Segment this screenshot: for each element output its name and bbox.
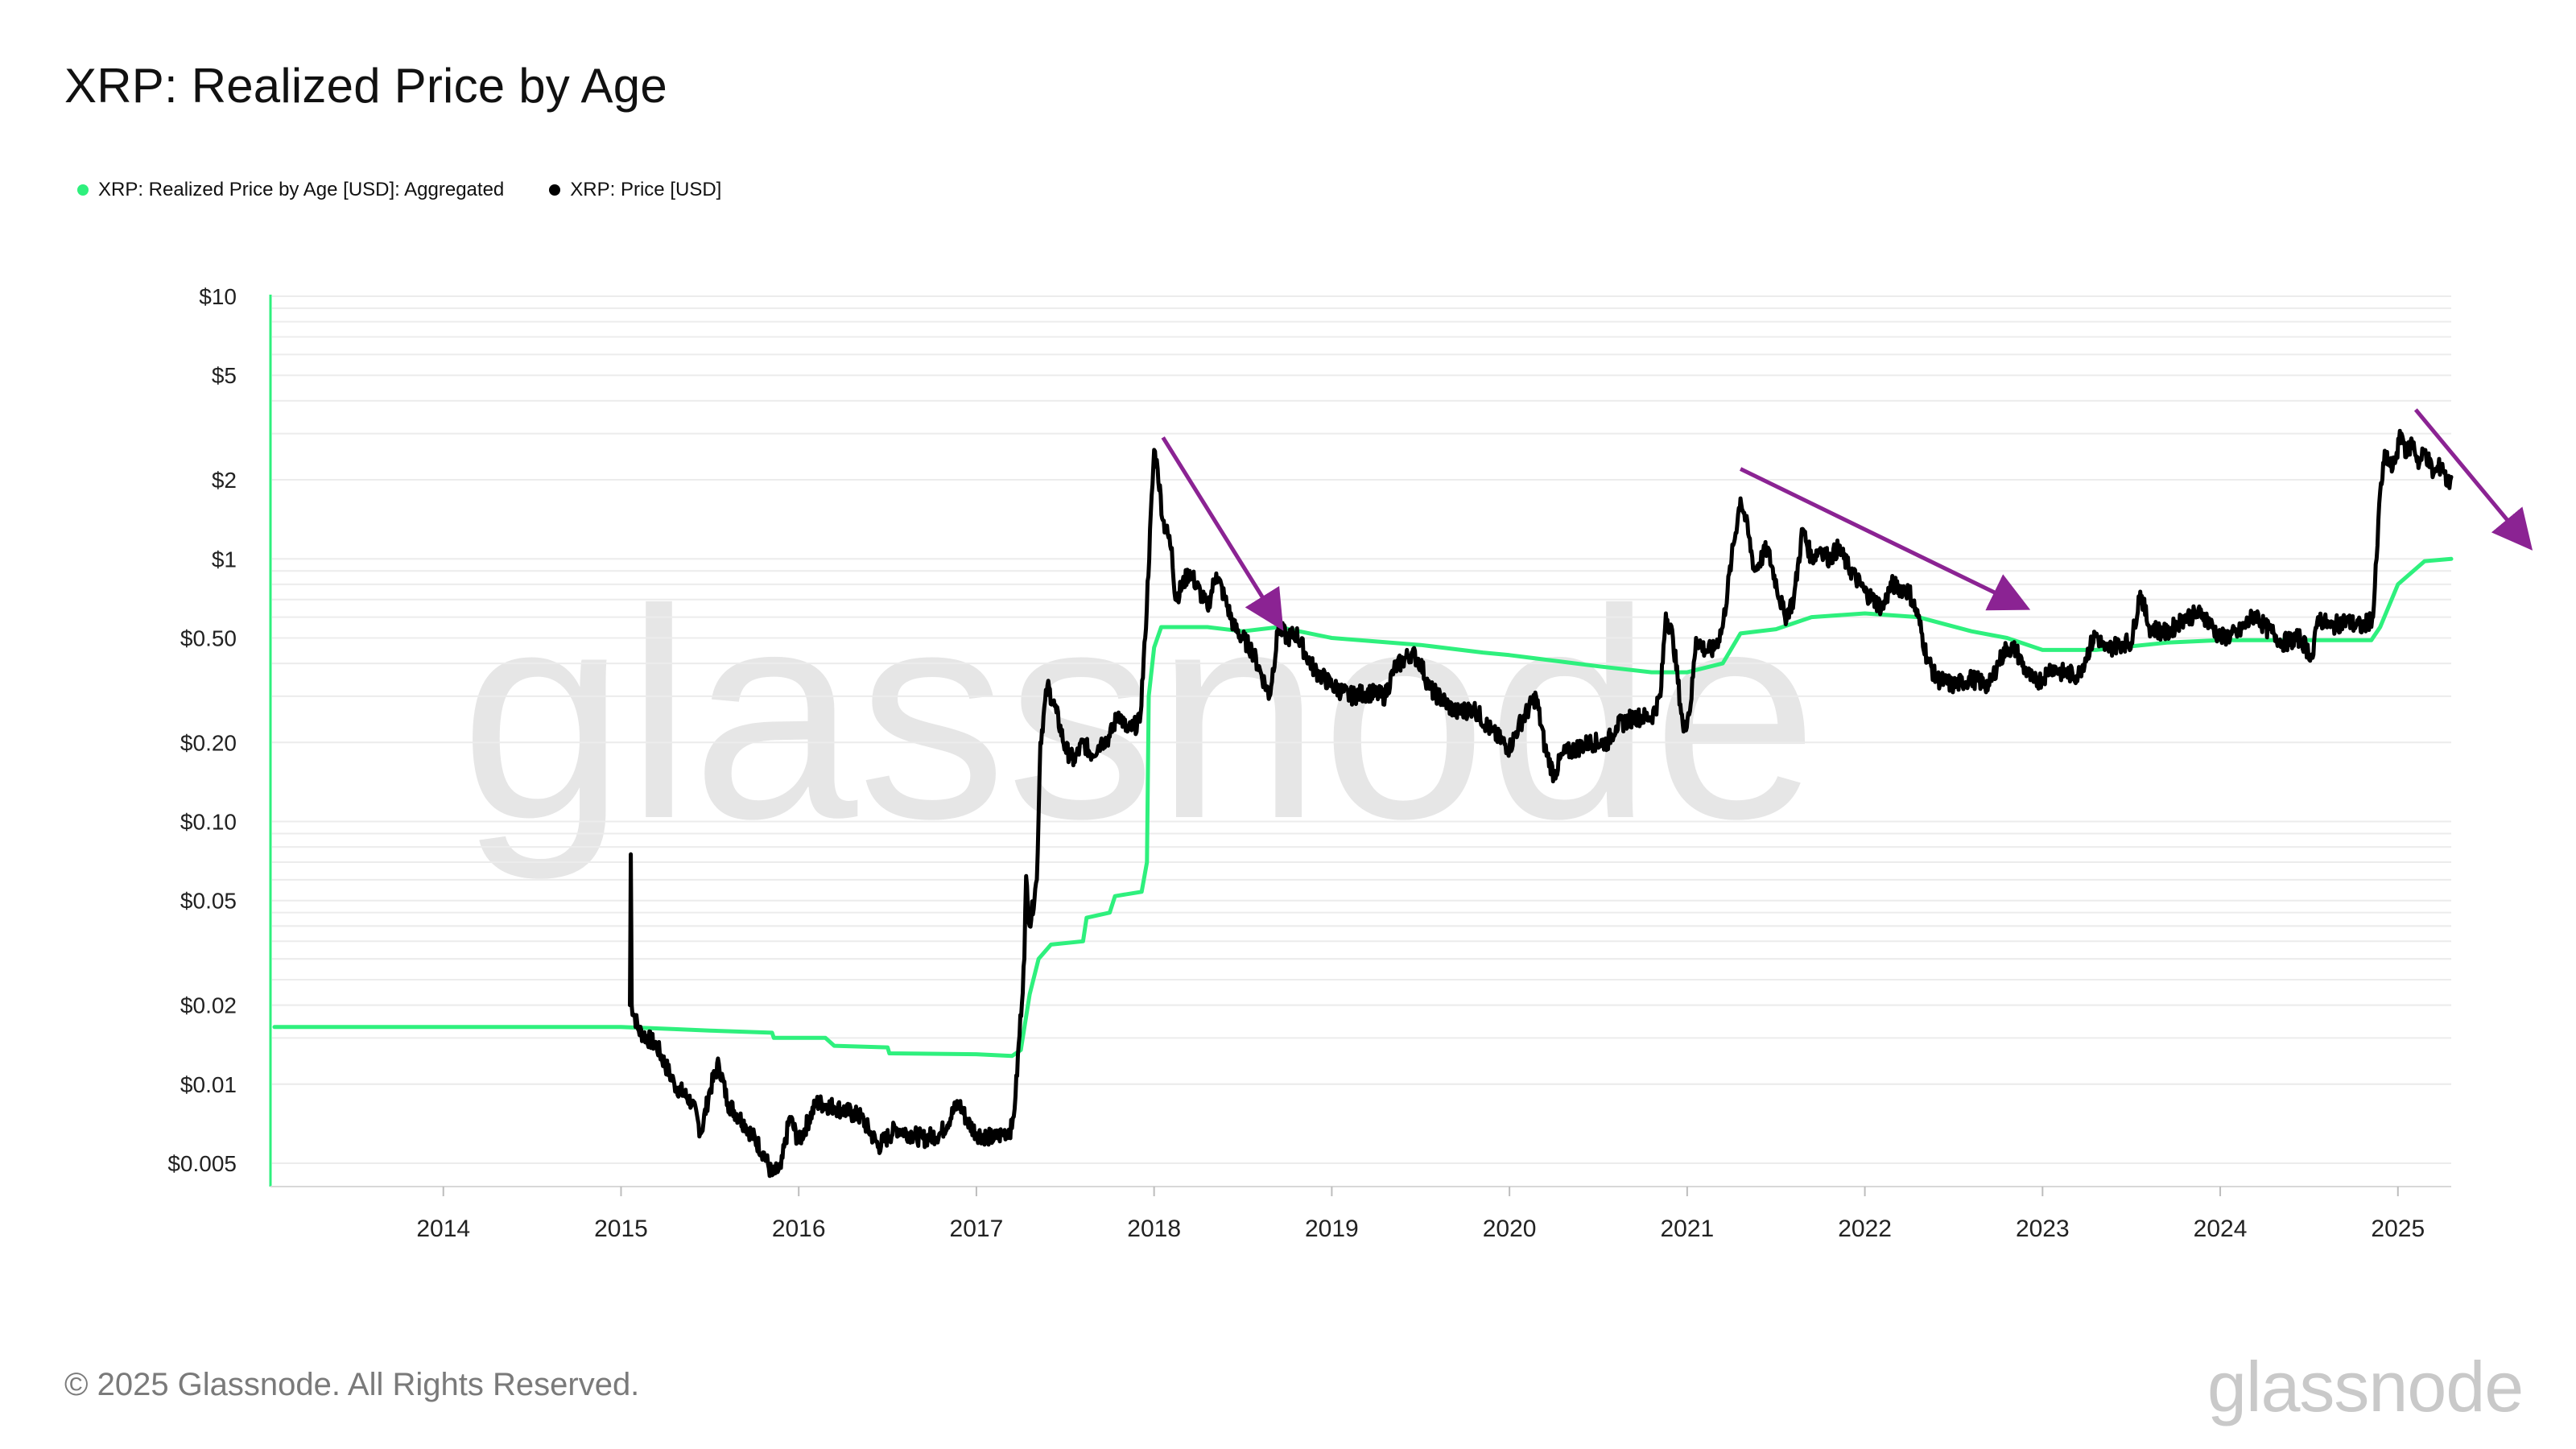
x-tick-label: 2025	[2371, 1216, 2425, 1242]
series-lines	[272, 428, 2454, 1179]
y-tick-label: $1	[212, 547, 237, 572]
y-tick-label: $0.05	[180, 889, 237, 914]
x-tick-label: 2024	[2194, 1216, 2248, 1242]
legend-dot-price	[549, 184, 561, 196]
y-tick-label: $0.50	[180, 625, 237, 650]
y-tick-label: $0.005	[167, 1151, 237, 1176]
legend-item-price[interactable]: XRP: Price [USD]	[549, 179, 721, 201]
x-tick-label: 2020	[1483, 1216, 1537, 1242]
grid-lines	[272, 295, 2451, 1164]
y-tick-label: $0.10	[180, 810, 237, 835]
glassnode-logo: glassnode	[2207, 1347, 2524, 1426]
chart-legend: XRP: Realized Price by Age [USD]: Aggreg…	[77, 179, 721, 201]
y-tick-label: $10	[199, 284, 237, 309]
y-tick-label: $0.20	[180, 730, 237, 755]
trend-arrow	[1739, 467, 2031, 611]
x-tick-label: 2015	[594, 1216, 648, 1242]
legend-item-realized-price[interactable]: XRP: Realized Price by Age [USD]: Aggreg…	[77, 179, 504, 201]
x-tick-label: 2021	[1660, 1216, 1714, 1242]
legend-label-realized-price: XRP: Realized Price by Age [USD]: Aggreg…	[98, 179, 505, 200]
x-axis: 2014 2015 2016 2017 2018 2019 2020 2021 2022 2023…	[270, 1186, 2451, 1242]
x-tick-label: 2017	[950, 1216, 1004, 1242]
price-series-line	[628, 428, 2454, 1179]
x-tick-label: 2016	[772, 1216, 826, 1242]
legend-dot-realized-price	[77, 184, 89, 196]
x-tick-label: 2014	[416, 1216, 470, 1242]
y-tick-label: $5	[212, 363, 237, 388]
trend-arrow	[2413, 408, 2533, 551]
y-tick-label: $0.02	[180, 993, 237, 1018]
trend-arrows	[1161, 408, 2533, 631]
page-title: XRP: Realized Price by Age	[64, 59, 667, 113]
copyright-text: © 2025 Glassnode. All Rights Reserved.	[64, 1367, 640, 1402]
y-axis: $10 $5 $2 $1 $0.50 $0.20 $0.10 $0.05 $0.02 $0.01 $…	[167, 284, 272, 1187]
x-tick-label: 2023	[2016, 1216, 2070, 1242]
x-tick-label: 2019	[1305, 1216, 1359, 1242]
legend-label-price: XRP: Price [USD]	[570, 179, 722, 200]
y-tick-label: $2	[212, 468, 237, 493]
x-tick-label: 2018	[1127, 1216, 1181, 1242]
trend-arrow	[1161, 436, 1284, 631]
x-tick-label: 2022	[1838, 1216, 1892, 1242]
y-tick-label: $0.01	[180, 1072, 237, 1097]
